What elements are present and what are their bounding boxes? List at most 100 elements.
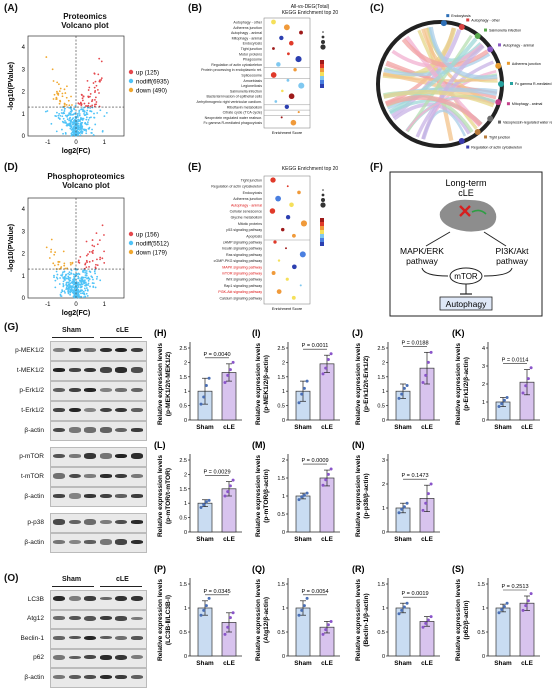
volcano-point <box>52 98 55 100</box>
y-tick-label: 0 <box>282 418 285 424</box>
bar-ylabel-ratio: (p-MEK1/2/β-actin) <box>263 355 270 413</box>
chord-label: Vasopressin-regulated water reabsor. <box>503 121 552 125</box>
wb-group-line <box>52 586 94 587</box>
volcano-point <box>103 234 105 236</box>
bubble-point <box>285 247 287 250</box>
pathway-schematic-f: Long-termcLEMAPK/ERKpathwayPI3K/Aktpathw… <box>389 171 543 317</box>
wb-band <box>53 654 65 660</box>
arrow-pi3k-mtor <box>483 267 513 277</box>
chord-label-swatch <box>510 82 513 85</box>
volcano-point <box>62 277 65 279</box>
bubble-point <box>299 251 306 258</box>
x-category-label: Sham <box>494 424 512 431</box>
y-tick-label: 0 <box>184 654 187 660</box>
wb-band <box>115 367 127 373</box>
volcano-point <box>87 284 89 286</box>
bubble-term-label: Mitotic proteins <box>238 222 262 226</box>
y-tick-label: 0 <box>184 530 187 536</box>
bubble-term-label: Arrhythmogenic right ventricular cardiom… <box>196 100 262 104</box>
panel-letter-g: (G) <box>4 322 19 333</box>
bubble-point <box>293 68 297 72</box>
volcano-point <box>56 273 59 276</box>
volcano-point <box>84 289 87 292</box>
panel-letter: (M) <box>252 440 266 450</box>
volcano-point <box>83 110 86 113</box>
chord-label: Autophagy - other <box>471 18 500 22</box>
volcano-point <box>71 285 74 288</box>
volcano-point <box>77 259 80 262</box>
schematic-top-line2: cLE <box>458 188 474 198</box>
volcano-point <box>89 285 91 288</box>
data-point <box>402 605 406 609</box>
bubble-point <box>287 52 290 56</box>
data-point <box>297 498 301 502</box>
bubble-term-label: Autophagy - other <box>233 21 262 25</box>
data-point <box>302 386 306 390</box>
volcano-point <box>69 282 72 285</box>
y-tick-label: 2 <box>482 382 485 388</box>
wb-band <box>99 407 112 413</box>
data-point <box>305 491 309 495</box>
wb-band <box>130 453 143 459</box>
wb-row-label: p-MEK1/2 <box>15 347 44 354</box>
wb-strip <box>50 533 147 553</box>
volcano-point <box>64 92 67 94</box>
panel-letter-d: (D) <box>4 162 18 173</box>
panel-letter-e: (E) <box>188 162 202 173</box>
wb-row-label: β-actin <box>24 427 44 434</box>
bubble-xlabel: Enrichment Score <box>272 307 302 311</box>
wb-band <box>53 408 65 412</box>
data-point <box>231 611 235 615</box>
volcano-point <box>71 289 74 292</box>
y-tick-label: 0 <box>482 654 485 660</box>
bubble-point <box>285 215 291 220</box>
volcano-point <box>54 251 57 254</box>
y-tick-label: 2 <box>382 482 385 488</box>
volcano-point <box>85 266 88 269</box>
x-category-label: cLE <box>321 424 333 431</box>
volcano-point <box>93 270 96 273</box>
kegg-title-b: All-vs-DEG(Total) KEGG Enrichment top 20 <box>250 4 370 16</box>
wb-band <box>68 427 81 433</box>
chord-label: Endocytosis <box>451 14 471 18</box>
chord-sector <box>458 24 465 31</box>
wb-band <box>53 387 65 393</box>
y-tick-label: 1 <box>184 501 187 507</box>
volcano-point <box>58 117 61 120</box>
data-point <box>429 615 433 619</box>
volcano-point <box>86 109 89 112</box>
volcano-point <box>63 264 66 267</box>
volcano-point <box>85 274 88 277</box>
y-tick-label: 0 <box>382 654 385 660</box>
p-value-label: P = 0.0188 <box>401 340 428 346</box>
volcano-point <box>66 277 69 280</box>
volcano-point <box>83 269 86 272</box>
volcano-point <box>85 270 88 272</box>
y-tick-label: 1 <box>184 606 187 612</box>
volcano-point <box>77 122 80 125</box>
y-tick-label: 1 <box>282 494 285 500</box>
lesion-cross-icon <box>459 205 471 217</box>
wb-band <box>84 453 96 459</box>
volcano-point <box>56 277 59 280</box>
data-point <box>207 376 211 380</box>
bar-ylabel: Relative expression levels <box>255 343 262 425</box>
volcano-point <box>101 130 104 132</box>
volcano-point <box>55 270 58 273</box>
wb-band <box>99 616 112 621</box>
bubble-point <box>283 24 290 31</box>
bubble-point <box>299 284 302 287</box>
volcano-point <box>86 277 88 280</box>
volcano-point <box>86 295 89 297</box>
volcano-xtick: -1 <box>45 302 51 308</box>
volcano-point <box>68 122 71 125</box>
wb-group-line <box>100 337 142 338</box>
kegg-bubble-e: Tight junction Regulation of actin cytosk… <box>211 175 326 311</box>
y-tick-label: 0.5 <box>277 404 285 410</box>
wb-band <box>115 596 127 602</box>
volcano-point <box>94 89 97 92</box>
volcano-point <box>91 252 94 254</box>
y-tick-label: 1.5 <box>377 582 385 588</box>
volcano-point <box>71 113 73 116</box>
bar-chart-m: (M) Relative expression levels (p-mTOR/β-a… <box>252 440 340 543</box>
